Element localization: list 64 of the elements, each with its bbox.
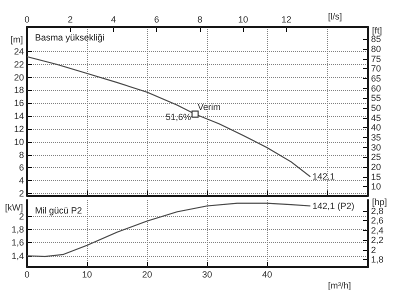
y-tick-label: 22 <box>14 59 24 70</box>
y-tick-label: 16 <box>14 98 24 108</box>
annotation: 51,6% <box>166 112 192 122</box>
series-label: 142,1 (P2) <box>312 200 354 211</box>
x2-tick-label: 10 <box>238 14 248 24</box>
y-tick-label: 1,4 <box>11 250 24 261</box>
y2-tick-label: 2,8 <box>371 206 384 216</box>
x2-tick-label: 6 <box>154 14 160 24</box>
annotation: Verim <box>198 102 221 112</box>
y2-tick-label: 45 <box>371 112 382 123</box>
y2-tick-label: 40 <box>371 122 382 133</box>
x2-tick-label: 4 <box>110 14 116 24</box>
y2-tick-label: 15 <box>371 172 382 182</box>
x2-tick-label: 8 <box>197 14 202 24</box>
y2-tick-label: 2,4 <box>371 225 384 236</box>
x2-tick-label: 0 <box>24 14 30 24</box>
x-tick-label: 10 <box>82 270 92 280</box>
y2-tick-label: 80 <box>371 44 382 54</box>
y2-tick-label: 2 <box>371 244 376 255</box>
y2-tick-label: 65 <box>371 74 382 84</box>
y2-tick-label: 75 <box>371 54 382 64</box>
y2-tick-label: 50 <box>371 103 382 114</box>
y2-tick-label: 25 <box>371 152 382 162</box>
y-tick-label: 1,6 <box>11 238 24 248</box>
y-tick-label: 4 <box>18 176 24 186</box>
x-tick-label: 30 <box>202 270 212 280</box>
line-series <box>26 202 311 258</box>
y2-tick-label: 2,6 <box>371 216 384 226</box>
y-axis-title: [m] <box>10 34 23 44</box>
y2-tick-label: 20 <box>371 162 382 172</box>
y-axis-title: [kW] <box>5 202 23 213</box>
y-tick-label: 6 <box>18 162 24 173</box>
x2-axis-title: [l/s] <box>328 12 342 22</box>
y2-tick-label: 30 <box>371 142 382 152</box>
line-series <box>26 56 311 178</box>
y-tick-label: 12 <box>14 124 24 134</box>
y-tick-label: 2 <box>18 188 24 198</box>
y2-tick-label: 70 <box>371 64 382 74</box>
y2-tick-label: 10 <box>371 182 382 192</box>
x-tick-label: 0 <box>24 270 30 280</box>
y-tick-label: 24 <box>14 46 24 57</box>
text: Mil gücü P2 <box>35 206 82 216</box>
y-tick-label: 14 <box>14 111 24 122</box>
y2-tick-label: 1,8 <box>371 254 384 265</box>
x2-tick-label: 2 <box>68 14 73 24</box>
y-tick-label: 2 <box>18 211 24 222</box>
y-tick-label: 8 <box>18 150 24 160</box>
x-tick-label: 20 <box>142 270 152 280</box>
x-axis-title: [m³/h] <box>328 280 352 290</box>
y-tick-label: 1,8 <box>11 224 24 235</box>
y2-tick-label: 55 <box>371 93 382 104</box>
series-label: 142,1 <box>312 172 335 182</box>
y-tick-label: 18 <box>14 85 24 96</box>
y2-tick-label: 60 <box>371 83 382 94</box>
text: Basma yüksekliği <box>35 32 105 42</box>
y-tick-label: 20 <box>14 72 24 82</box>
x2-tick-label: 12 <box>281 14 292 24</box>
y2-axis-title: [hp] <box>372 196 388 207</box>
y2-tick-label: 85 <box>371 34 382 44</box>
x-tick-label: 40 <box>262 270 272 280</box>
y-tick-label: 10 <box>14 136 24 147</box>
y2-tick-label: 35 <box>371 132 382 143</box>
y2-axis-title: [ft] <box>372 25 382 36</box>
y2-tick-label: 2,2 <box>371 235 384 246</box>
